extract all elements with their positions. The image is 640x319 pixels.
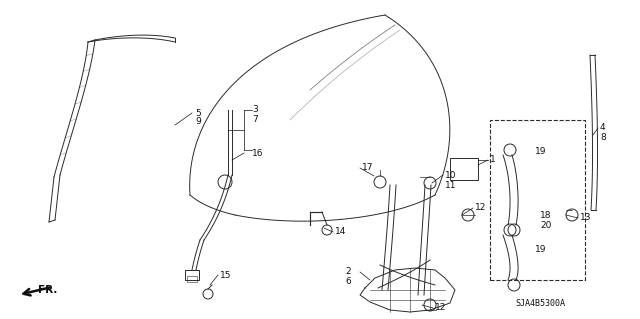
Text: 5: 5 xyxy=(195,108,201,117)
Text: 20: 20 xyxy=(540,220,552,229)
Text: 8: 8 xyxy=(600,133,605,143)
Text: 11: 11 xyxy=(445,181,456,189)
Text: 7: 7 xyxy=(252,115,258,124)
Text: 19: 19 xyxy=(535,246,547,255)
Text: SJA4B5300A: SJA4B5300A xyxy=(515,299,565,308)
Text: 1: 1 xyxy=(490,155,496,165)
Text: 2: 2 xyxy=(345,268,351,277)
Bar xyxy=(490,120,585,280)
Text: 15: 15 xyxy=(220,271,232,279)
Text: 18: 18 xyxy=(540,211,552,219)
Bar xyxy=(185,270,199,280)
Bar xyxy=(450,158,478,180)
Text: FR.: FR. xyxy=(38,285,58,295)
Text: 12: 12 xyxy=(435,303,446,313)
Text: 4: 4 xyxy=(600,123,605,132)
Text: 19: 19 xyxy=(535,147,547,157)
Text: 16: 16 xyxy=(252,149,264,158)
Text: 17: 17 xyxy=(362,164,374,173)
Text: 10: 10 xyxy=(445,170,456,180)
Text: 6: 6 xyxy=(345,278,351,286)
Text: 12: 12 xyxy=(475,204,486,212)
Text: 3: 3 xyxy=(252,106,258,115)
Text: 14: 14 xyxy=(335,227,346,236)
Text: 13: 13 xyxy=(580,213,591,222)
Bar xyxy=(187,276,197,282)
Text: 9: 9 xyxy=(195,117,201,127)
